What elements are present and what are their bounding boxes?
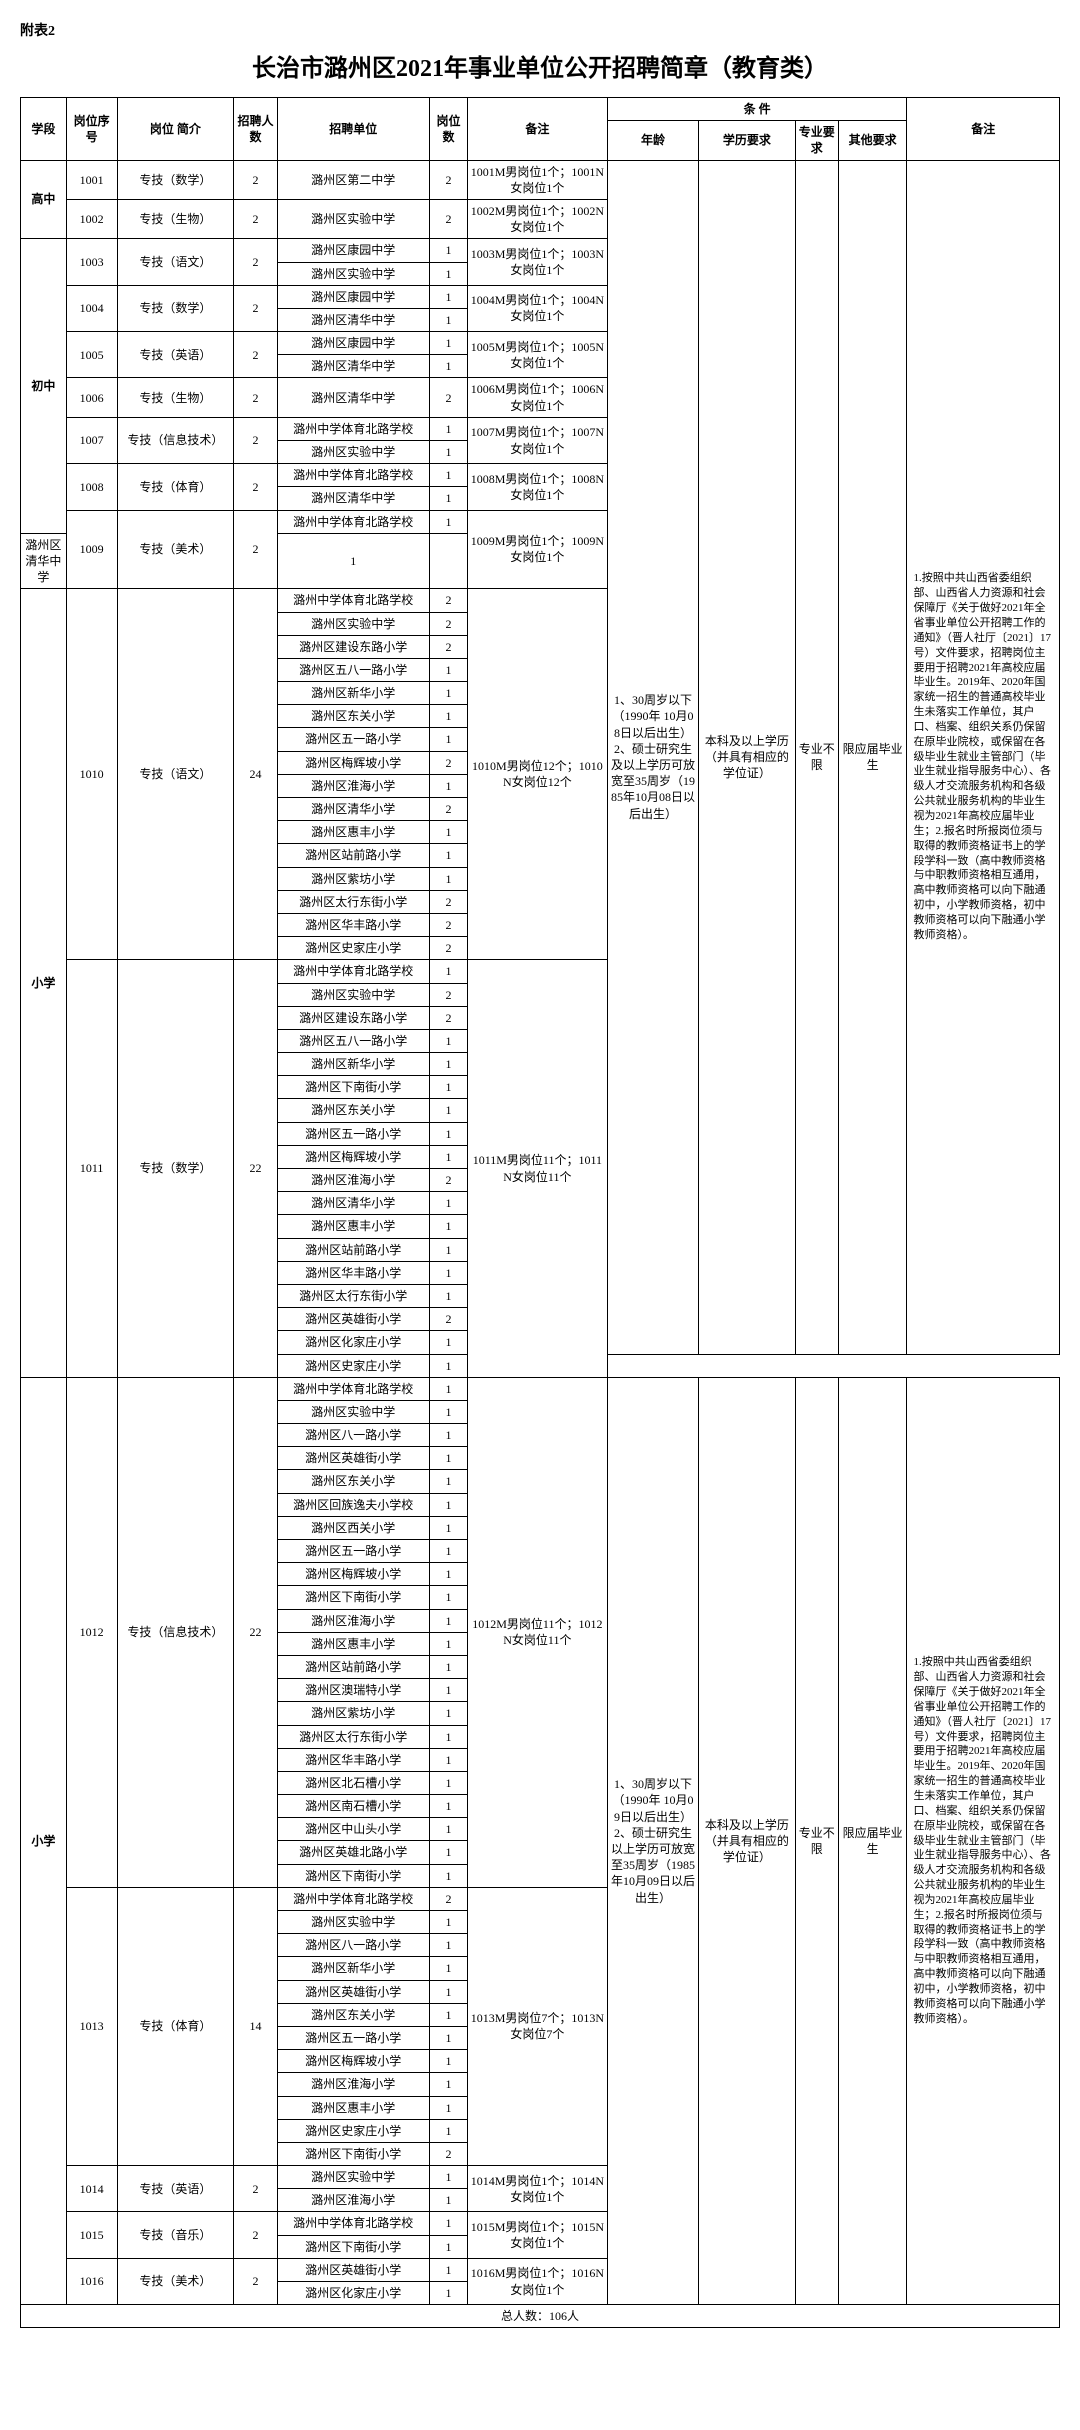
cond-other-2: 限应届毕业生 — [838, 1377, 907, 2305]
remark-2: 1.按照中共山西省委组织部、山西省人力资源和社会保障厅《关于做好2021年全省事… — [907, 1377, 1060, 2305]
main-title: 长治市潞州区2021年事业单位公开招聘简章（教育类） — [20, 48, 1060, 83]
th-major: 专业要求 — [795, 121, 838, 160]
th-other: 其他要求 — [838, 121, 907, 160]
recruitment-table: 学段 岗位序号 岗位 简介 招聘人数 招聘单位 岗位数 备注 条 件 备注 年龄… — [20, 97, 1060, 2328]
total-row: 总人数：106人 — [21, 2305, 1060, 2328]
stage-ps-2: 小学 — [21, 1377, 67, 2305]
th-posdesc: 岗位 简介 — [117, 98, 234, 161]
attachment-label: 附表2 — [20, 20, 1060, 40]
th-age: 年龄 — [607, 121, 698, 160]
unit: 潞州区第二中学 — [277, 160, 429, 199]
pos-desc: 专技（数学） — [117, 160, 234, 199]
stage-hs: 高中 — [21, 160, 67, 239]
cond-major-2: 专业不限 — [795, 1377, 838, 2305]
th-conditions: 条 件 — [607, 98, 907, 121]
pos-cnt: 2 — [234, 160, 277, 199]
pos-no: 1001 — [66, 160, 117, 199]
subcnt: 2 — [429, 160, 467, 199]
th-stage: 学段 — [21, 98, 67, 161]
th-edu: 学历要求 — [699, 121, 796, 160]
cond-age-1: 1、30周岁以下（1990年 10月08日以后出生） 2、硕士研究生及以上学历可… — [607, 160, 698, 1354]
cond-other-1: 限应届毕业生 — [838, 160, 907, 1354]
th-remark: 备注 — [907, 98, 1060, 161]
stage-ms: 初中 — [21, 239, 67, 533]
table-body: 高中1001专技（数学）2潞州区第二中学21001M男岗位1个；1001N女岗位… — [21, 160, 1060, 2328]
th-unit: 招聘单位 — [277, 98, 429, 161]
cond-edu-1: 本科及以上学历（并具有相应的学位证） — [699, 160, 796, 1354]
stage-ps-1: 小学 — [21, 589, 67, 1377]
note: 1001M男岗位1个；1001N女岗位1个 — [468, 160, 608, 199]
th-posno: 岗位序号 — [66, 98, 117, 161]
th-note: 备注 — [468, 98, 608, 161]
cond-age-2: 1、30周岁以下（1990年 10月09日以后出生） 2、硕士研究生以上学历可放… — [607, 1377, 698, 2305]
th-subcount: 岗位数 — [429, 98, 467, 161]
remark-1: 1.按照中共山西省委组织部、山西省人力资源和社会保障厅《关于做好2021年全省事… — [907, 160, 1060, 1354]
cond-major-1: 专业不限 — [795, 160, 838, 1354]
cond-edu-2: 本科及以上学历（并具有相应的学位证） — [699, 1377, 796, 2305]
th-count: 招聘人数 — [234, 98, 277, 161]
